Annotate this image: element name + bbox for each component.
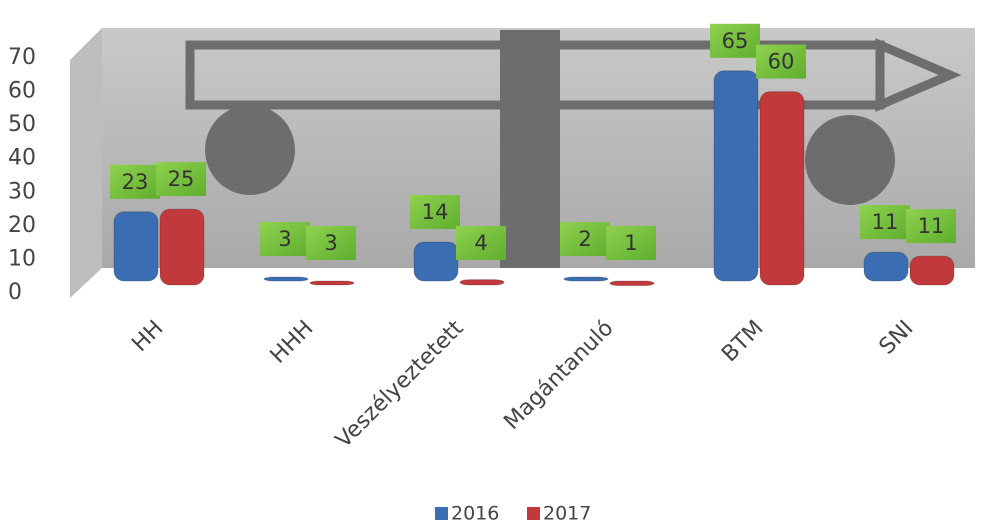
x-tick-label: HH [127, 316, 168, 357]
bar [564, 277, 608, 281]
value-label: 11 [872, 210, 899, 234]
bar [610, 281, 654, 286]
value-label: 25 [168, 167, 195, 191]
y-tick-label: 0 [8, 280, 22, 305]
bar [264, 277, 308, 281]
legend-label: 2016 [451, 503, 499, 521]
chart: 0 10 20 30 40 50 60 70 HH 23 25 HHH 3 3 Veszélyeztetet… [0, 0, 992, 521]
value-label: 60 [768, 50, 795, 74]
x-tick-label: SNI [875, 316, 919, 360]
bar [310, 281, 354, 285]
bar [760, 92, 804, 285]
x-tick-label: HHH [266, 316, 319, 369]
x-tick-label: Veszélyeztetett [331, 316, 469, 454]
y-tick-label: 70 [8, 45, 36, 70]
bar [910, 256, 954, 285]
legend-swatch [527, 507, 540, 520]
x-tick-label: BTM [717, 316, 768, 367]
bar [714, 71, 758, 281]
bar [864, 252, 908, 281]
y-tick-label: 50 [8, 112, 36, 137]
value-label: 3 [278, 227, 291, 251]
value-label: 3 [324, 231, 337, 255]
y-tick-label: 60 [8, 79, 36, 104]
bar [160, 209, 204, 285]
y-tick-label: 40 [8, 146, 36, 171]
y-tick-label: 30 [8, 179, 36, 204]
y-tick-label: 10 [8, 246, 36, 271]
legend-label: 2017 [543, 503, 591, 521]
legend-swatch [435, 507, 448, 520]
value-label: 2 [578, 227, 591, 251]
y-tick-label: 20 [8, 213, 36, 238]
bar [460, 280, 504, 285]
bar [414, 242, 458, 281]
value-label: 65 [722, 29, 749, 53]
value-label: 11 [918, 214, 945, 238]
value-label: 14 [422, 200, 449, 224]
value-label: 1 [624, 231, 637, 255]
value-label: 4 [474, 231, 487, 255]
x-tick-label: Magántanuló [499, 316, 618, 435]
value-label: 23 [122, 170, 149, 194]
bar [114, 212, 158, 281]
